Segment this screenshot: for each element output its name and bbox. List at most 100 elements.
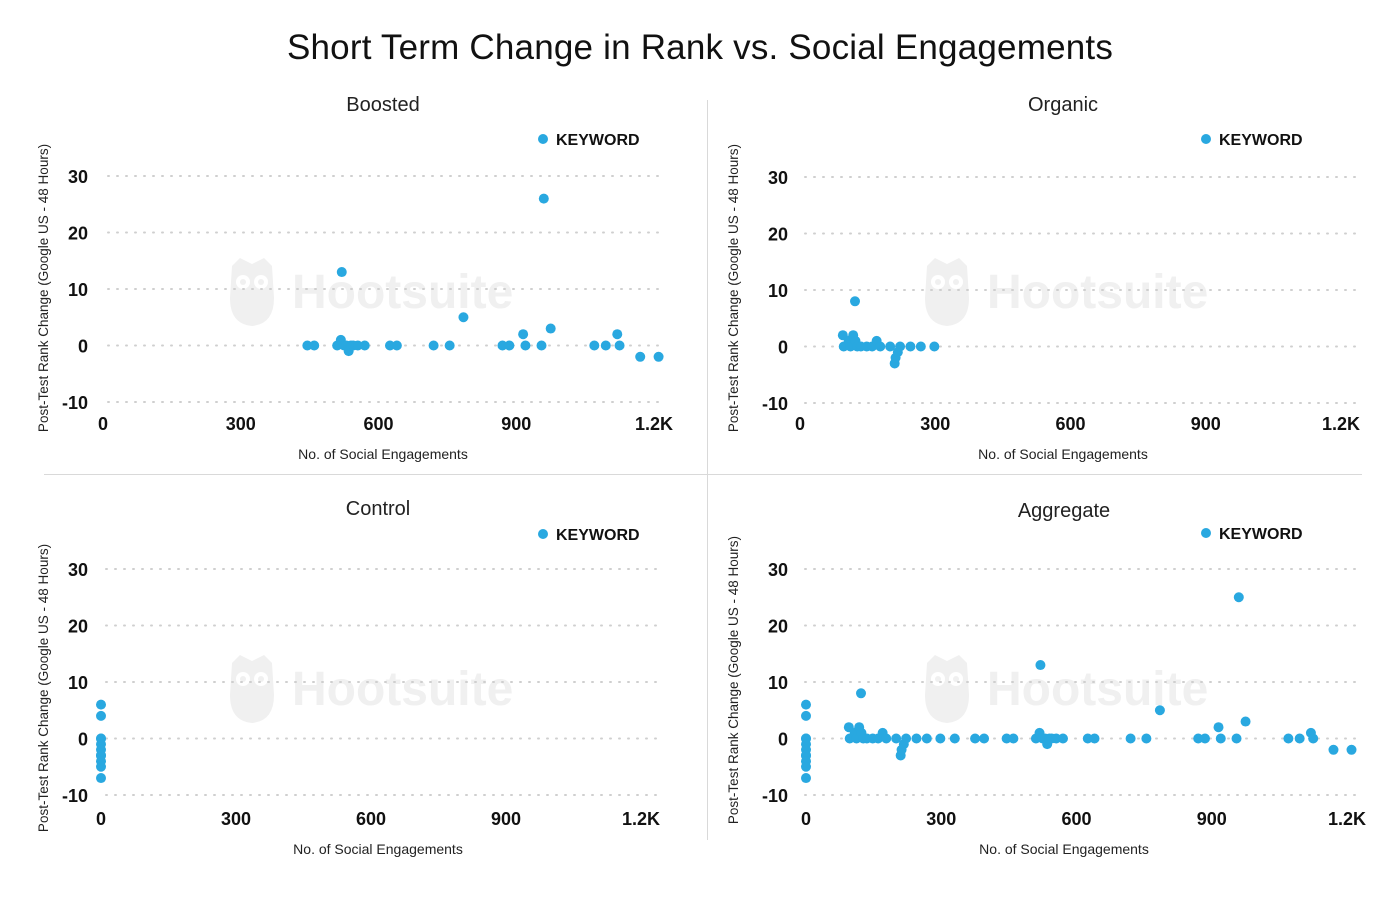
data-point bbox=[801, 761, 811, 772]
owl-logo-watermark-icon bbox=[925, 258, 969, 326]
data-point bbox=[850, 296, 861, 307]
x-tick-label: 300 bbox=[226, 414, 256, 434]
x-tick-label: 0 bbox=[96, 809, 106, 829]
y-tick-label: 20 bbox=[68, 224, 88, 244]
y-tick-label: 20 bbox=[68, 617, 88, 637]
data-point bbox=[1294, 733, 1305, 744]
data-point bbox=[1215, 733, 1226, 744]
data-point bbox=[1240, 716, 1251, 727]
x-tick-label: 900 bbox=[1191, 414, 1221, 434]
data-point bbox=[635, 351, 646, 362]
data-point bbox=[1154, 705, 1165, 716]
x-tick-label: 300 bbox=[926, 809, 956, 829]
owl-logo-watermark-icon bbox=[230, 258, 274, 326]
x-tick-label: 900 bbox=[491, 809, 521, 829]
y-tick-label: 20 bbox=[768, 225, 788, 245]
data-point bbox=[653, 351, 664, 362]
data-point bbox=[612, 329, 623, 340]
data-point bbox=[336, 267, 347, 278]
data-point bbox=[428, 340, 439, 351]
data-point bbox=[970, 733, 981, 744]
x-tick-label: 600 bbox=[1061, 809, 1091, 829]
x-tick-label: 300 bbox=[920, 414, 950, 434]
x-axis-label: No. of Social Engagements bbox=[979, 841, 1149, 857]
data-point bbox=[96, 773, 106, 784]
chart-title: Short Term Change in Rank vs. Social Eng… bbox=[286, 28, 1114, 67]
owl-logo-watermark-icon bbox=[925, 655, 969, 723]
data-point bbox=[96, 710, 106, 721]
data-point bbox=[545, 323, 556, 334]
y-tick-label: 10 bbox=[68, 280, 88, 300]
data-point bbox=[520, 340, 531, 351]
data-point bbox=[935, 733, 946, 744]
legend-label: KEYWORD bbox=[1219, 526, 1303, 543]
y-axis-label: Post-Test Rank Change (Google US - 48 Ho… bbox=[726, 144, 741, 432]
x-tick-label: 600 bbox=[363, 414, 393, 434]
data-point bbox=[458, 312, 469, 323]
data-point bbox=[600, 340, 611, 351]
x-axis-label: No. of Social Engagements bbox=[293, 841, 463, 857]
data-point bbox=[949, 733, 960, 744]
legend-label: KEYWORD bbox=[1219, 132, 1303, 149]
x-axis-label: No. of Social Engagements bbox=[978, 446, 1148, 462]
data-point bbox=[911, 733, 922, 744]
data-point bbox=[929, 341, 940, 352]
data-point bbox=[905, 341, 916, 352]
data-point bbox=[891, 733, 902, 744]
y-tick-label: 0 bbox=[78, 730, 88, 750]
data-point bbox=[801, 773, 811, 784]
panel-title: Boosted bbox=[346, 94, 419, 116]
y-tick-label: 10 bbox=[68, 673, 88, 693]
y-tick-label: -10 bbox=[762, 786, 788, 806]
x-tick-label: 1.2K bbox=[622, 809, 660, 829]
x-tick-label: 1.2K bbox=[1322, 414, 1360, 434]
data-point bbox=[359, 340, 370, 351]
data-point bbox=[895, 341, 906, 352]
data-point bbox=[536, 340, 547, 351]
y-tick-label: -10 bbox=[62, 786, 88, 806]
data-point bbox=[444, 340, 455, 351]
x-tick-label: 0 bbox=[795, 414, 805, 434]
data-point bbox=[1213, 722, 1224, 733]
data-point bbox=[1199, 733, 1210, 744]
data-point bbox=[1057, 733, 1068, 744]
data-point bbox=[856, 688, 867, 699]
legend-marker bbox=[538, 134, 548, 144]
watermark-text: Hootsuite bbox=[987, 266, 1208, 319]
data-point bbox=[1346, 744, 1357, 755]
y-tick-label: 0 bbox=[778, 730, 788, 750]
data-point bbox=[1035, 660, 1046, 671]
data-point bbox=[1233, 592, 1244, 603]
watermark-text: Hootsuite bbox=[292, 266, 513, 319]
data-point bbox=[302, 340, 313, 351]
panel-title: Aggregate bbox=[1018, 500, 1110, 522]
y-axis-label: Post-Test Rank Change (Google US - 48 Ho… bbox=[726, 536, 741, 824]
data-point bbox=[915, 341, 926, 352]
data-point bbox=[497, 340, 508, 351]
legend-marker bbox=[1201, 528, 1211, 538]
y-tick-label: 20 bbox=[768, 617, 788, 637]
data-point bbox=[352, 340, 363, 351]
y-tick-label: 10 bbox=[768, 281, 788, 301]
data-point bbox=[885, 341, 896, 352]
data-point bbox=[589, 340, 600, 351]
owl-logo-watermark-icon bbox=[230, 655, 274, 723]
x-tick-label: 600 bbox=[356, 809, 386, 829]
panel-title: Control bbox=[346, 498, 410, 520]
data-point bbox=[96, 699, 106, 710]
data-point bbox=[875, 341, 886, 352]
data-point bbox=[614, 340, 625, 351]
data-point bbox=[901, 733, 912, 744]
data-point bbox=[1283, 733, 1294, 744]
data-point bbox=[1328, 744, 1339, 755]
data-point bbox=[96, 761, 106, 772]
data-point bbox=[1125, 733, 1136, 744]
y-tick-label: 30 bbox=[768, 168, 788, 188]
x-tick-label: 1.2K bbox=[635, 414, 673, 434]
legend-marker bbox=[1201, 134, 1211, 144]
x-tick-label: 300 bbox=[221, 809, 251, 829]
y-tick-label: 10 bbox=[768, 673, 788, 693]
x-tick-label: 1.2K bbox=[1328, 809, 1366, 829]
data-point bbox=[801, 699, 811, 710]
y-tick-label: 0 bbox=[778, 338, 788, 358]
